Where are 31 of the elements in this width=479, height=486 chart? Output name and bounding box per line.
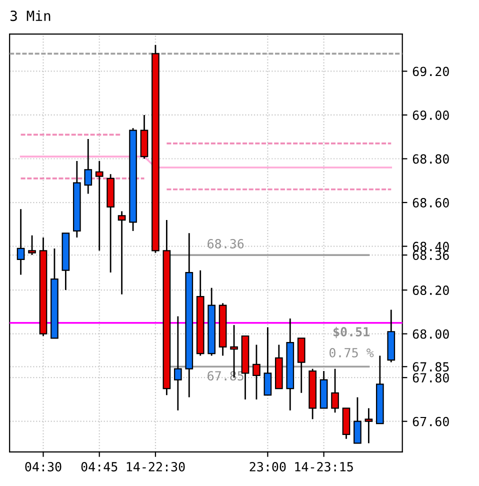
candlestick [252,344,260,400]
annotation: 0.75 % [330,348,374,358]
y-tick-label: 68.40 [412,242,449,252]
candlestick [16,208,25,276]
candlestick [354,396,362,444]
x-tick-label: 14-22:30 [126,462,185,472]
candlestick [174,316,182,412]
candlestick [331,368,339,414]
y-tick-label: 67.85 [412,362,449,372]
chart-title: 3 Min [10,10,50,22]
x-tick-label: 14-23:15 [295,462,353,472]
x-tick-label: 04:30 [25,462,62,472]
candlestick [95,160,104,252]
candlestick [28,234,36,256]
y-tick-label: 67.60 [412,416,449,426]
candlestick [264,326,272,396]
y-tick-label: 67.80 [412,373,449,383]
y-tick-label: 68.20 [412,286,449,296]
y-tick-label: 69.20 [412,66,449,76]
y-tick-label: 68.00 [412,329,449,339]
y-tick-label: 68.80 [412,154,449,164]
annotation: $0.51 [333,326,370,338]
candlestick [84,138,92,194]
y-tick-label: 68.36 [412,250,449,260]
candlestick [364,408,373,444]
x-tick-label: 23:00 [250,462,286,472]
y-tick-label: 68.60 [412,198,449,208]
candlestick [118,210,126,296]
x-tick-label: 04:45 [81,462,118,472]
y-tick-label: 69.00 [412,110,449,120]
annotation: 68.36 [208,238,244,248]
